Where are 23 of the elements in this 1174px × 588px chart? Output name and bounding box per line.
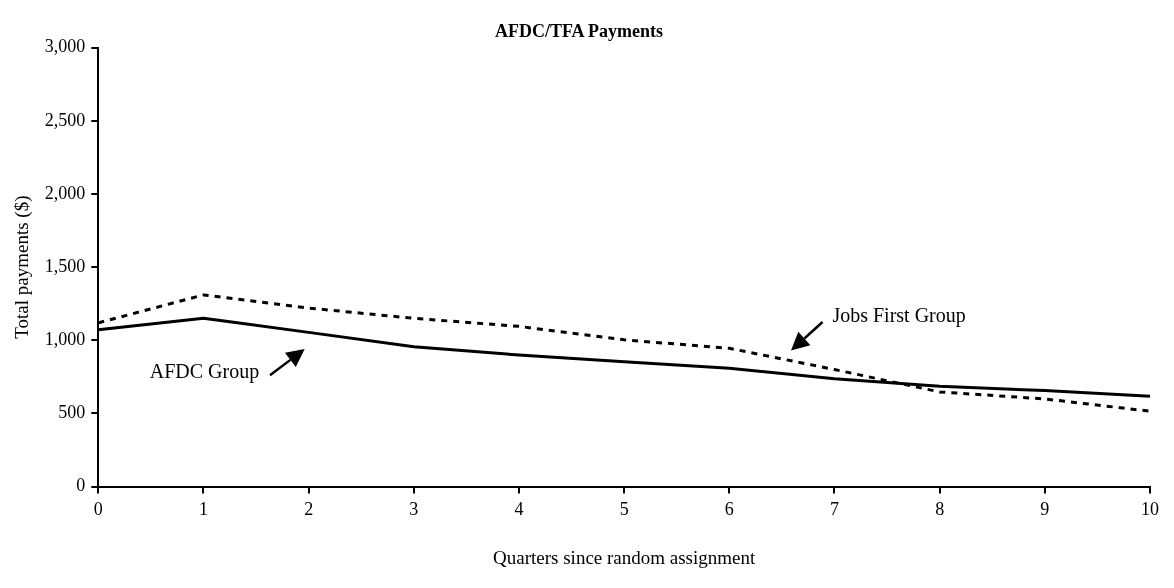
x-tick-label: 6 bbox=[724, 499, 734, 520]
y-tick-label: 2,000 bbox=[44, 182, 86, 203]
y-tick-label: 1,500 bbox=[44, 255, 86, 276]
y-tick-label: 3,000 bbox=[44, 36, 86, 57]
text: Jobs First Group bbox=[832, 303, 966, 327]
y-axis-title: Total payments ($) bbox=[11, 195, 34, 339]
x-tick-label: 3 bbox=[409, 499, 419, 520]
x-tick-label: 0 bbox=[93, 499, 103, 520]
chart-title: AFDC/TFA Payments bbox=[494, 21, 664, 42]
y-tick-label: 1,000 bbox=[44, 329, 86, 349]
x-tick-label: 7 bbox=[829, 499, 839, 520]
x-tick-label: 8 bbox=[935, 499, 945, 520]
x-tick-label: 10 bbox=[1141, 499, 1159, 520]
x-tick-label: 1 bbox=[198, 499, 208, 520]
x-tick-label: 4 bbox=[514, 499, 524, 520]
x-axis-title: Quarters since random assignment bbox=[493, 546, 756, 568]
legend-label: AFDC Group bbox=[149, 360, 260, 384]
x-tick-label: 9 bbox=[1040, 499, 1050, 520]
y-tick-label: 2,500 bbox=[44, 109, 86, 130]
x-tick-label: 5 bbox=[619, 499, 629, 520]
x-tick-label: 2 bbox=[304, 499, 314, 520]
y-tick-label: 0 bbox=[76, 475, 86, 496]
y-tick-label: 500 bbox=[58, 402, 86, 423]
